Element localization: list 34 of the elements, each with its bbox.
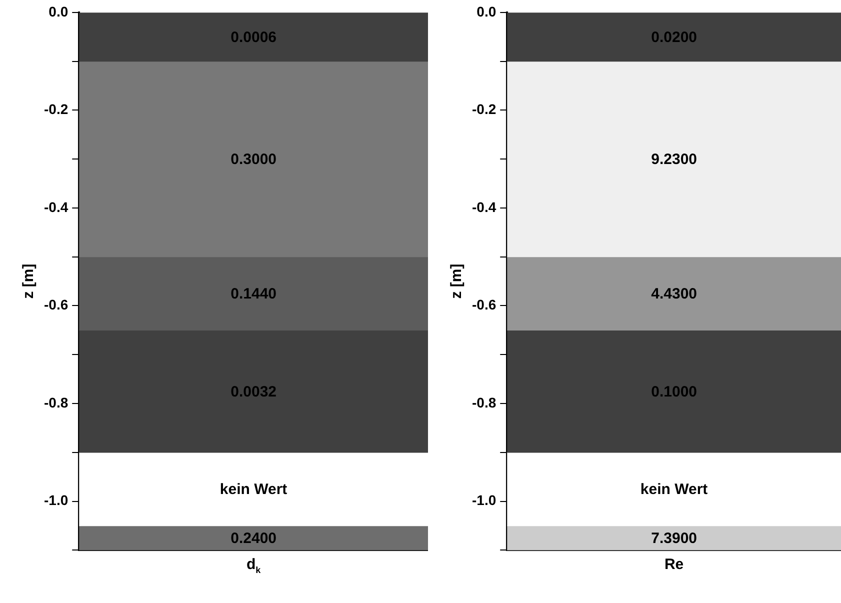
annotation: 4.4300 bbox=[651, 286, 698, 303]
annotation: 0.0006 bbox=[230, 29, 277, 46]
annotation: 0.3000 bbox=[230, 151, 277, 168]
annotation: 7.3900 bbox=[651, 530, 698, 548]
y-tick-label: -0.2 bbox=[472, 101, 496, 118]
x-axis-title: d$_{k}$ bbox=[246, 556, 261, 576]
annotation: kein Wert bbox=[640, 481, 708, 498]
y-tick-label: -1.0 bbox=[44, 492, 68, 508]
y-tick-label: -0.4 bbox=[472, 198, 496, 215]
y-tick-label: -0.4 bbox=[44, 198, 68, 215]
y-tick-label: -0.2 bbox=[44, 101, 68, 118]
annotation: 0.0200 bbox=[651, 29, 698, 46]
annotation: 0.1000 bbox=[651, 383, 698, 400]
bar bbox=[507, 60, 841, 258]
annotation: 0.1440 bbox=[230, 286, 277, 303]
y-tick-label: -0.6 bbox=[44, 296, 68, 313]
y-tick-label: 0.0 bbox=[48, 3, 68, 20]
x-axis-title: Re bbox=[664, 556, 684, 574]
y-axis-title: z [m] bbox=[448, 264, 466, 299]
y-tick-label: -0.8 bbox=[472, 394, 496, 410]
y-tick-label: -1.0 bbox=[472, 492, 496, 508]
y-axis-title: z [m] bbox=[20, 264, 38, 299]
annotation: 0.2400 bbox=[230, 530, 277, 548]
bar bbox=[507, 12, 841, 62]
annotation: 9.2300 bbox=[651, 151, 698, 168]
bar bbox=[79, 12, 428, 62]
annotation: 0.0032 bbox=[230, 383, 277, 400]
bar bbox=[507, 256, 841, 331]
y-tick-label: -0.6 bbox=[472, 296, 496, 313]
bar bbox=[79, 256, 428, 331]
y-tick-label: 0.0 bbox=[476, 3, 496, 20]
annotation: kein Wert bbox=[220, 481, 288, 498]
y-tick-label: -0.8 bbox=[44, 394, 68, 410]
bar bbox=[79, 60, 428, 258]
